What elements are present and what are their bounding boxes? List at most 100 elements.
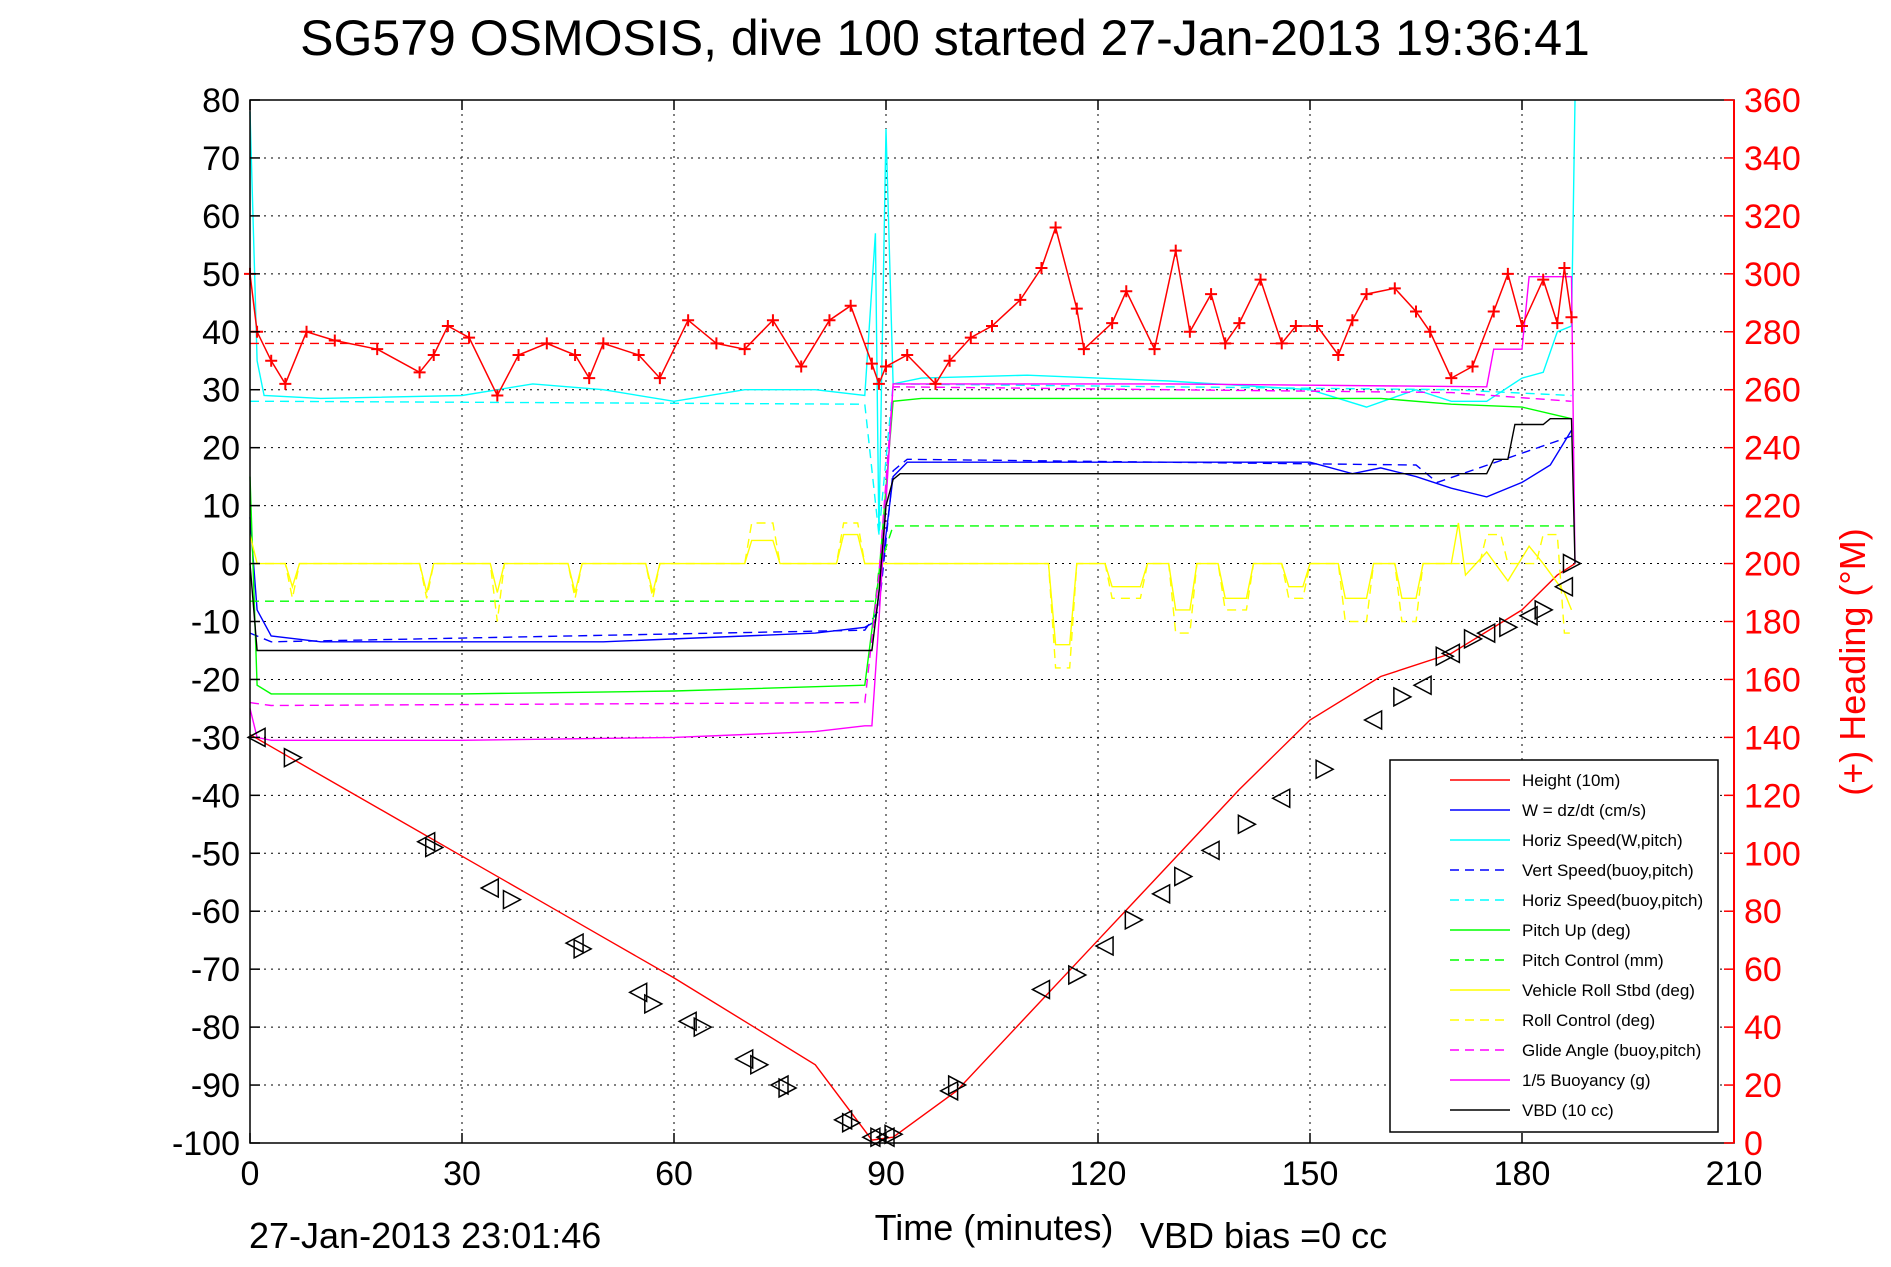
heading-point	[738, 343, 751, 356]
y-tick-label-left: 10	[202, 488, 240, 526]
x-tick-label: 150	[1282, 1155, 1339, 1193]
depth-marker	[947, 1074, 968, 1096]
y-tick-label-right: 0	[1744, 1125, 1763, 1163]
depth-marker	[573, 938, 593, 960]
heading-point	[463, 331, 476, 344]
y-tick-label-right: 200	[1744, 546, 1801, 584]
y-tick-label-right: 180	[1744, 604, 1801, 642]
y-tick-label-right: 60	[1744, 951, 1782, 989]
depth-marker	[479, 877, 500, 899]
y-tick-label-left: -70	[191, 951, 240, 989]
legend-label: Horiz Speed(buoy,pitch)	[1522, 891, 1703, 910]
vert-speed-buoy-pitch-line	[249, 435, 1572, 643]
depth-marker	[1094, 935, 1114, 957]
y-tick-label-left: -20	[191, 661, 240, 699]
y-tick-label-left: 50	[202, 256, 240, 294]
y-tick-label-right: 320	[1744, 198, 1801, 236]
y-tick-label-left: -100	[172, 1125, 240, 1163]
w-dz-dt-cm-s-line	[249, 429, 1573, 643]
depth-marker	[1499, 617, 1519, 638]
heading-point	[682, 314, 695, 327]
roll-control-deg-line	[250, 522, 1572, 669]
legend-label: Roll Control (deg)	[1522, 1011, 1655, 1030]
depth-marker	[734, 1048, 754, 1070]
heading-point	[1169, 244, 1182, 257]
heading-point	[1289, 319, 1302, 332]
y-tick-label-right: 280	[1744, 314, 1801, 352]
y-tick-label-left: 30	[202, 372, 240, 410]
legend: Height (10m) W = dz/dt (cm/s) Horiz Speed(…	[1389, 759, 1719, 1133]
heading-point	[964, 331, 977, 344]
legend-label: Horiz Speed(W,pitch)	[1522, 831, 1683, 850]
heading-point	[823, 314, 836, 327]
y-tick-label-right: 40	[1744, 1009, 1782, 1047]
chart-title: SG579 OSMOSIS, dive 100 started 27-Jan-2…	[300, 10, 1590, 66]
depth-marker	[1534, 599, 1554, 621]
heading-point	[1332, 348, 1345, 361]
x-tick-label: 60	[655, 1155, 693, 1193]
depth-marker	[1518, 605, 1538, 626]
y-tick-label-left: 80	[202, 82, 240, 120]
y-tick-label-left: -90	[191, 1067, 240, 1105]
heading-point	[1120, 285, 1133, 298]
y-tick-label-left: -30	[191, 719, 240, 757]
depth-marker	[1271, 787, 1291, 809]
depth-marker	[1174, 866, 1194, 887]
heading-point	[1558, 262, 1571, 275]
y-tick-label-right: 80	[1744, 893, 1782, 931]
footer-timestamp: 27-Jan-2013 23:01:46	[249, 1215, 601, 1256]
depth-marker	[502, 889, 523, 910]
y-tick-label-right: 20	[1744, 1067, 1782, 1105]
heading-point	[427, 348, 440, 361]
heading-point	[1183, 325, 1196, 338]
x-tick-label: 120	[1070, 1155, 1127, 1193]
heading-point	[1501, 267, 1514, 280]
legend-label: Pitch Up (deg)	[1522, 921, 1631, 940]
heading-point	[371, 343, 384, 356]
heading-point	[1487, 305, 1500, 318]
height-10m-line	[249, 563, 1576, 1141]
depth-marker	[750, 1054, 770, 1076]
x-tick-label: 210	[1706, 1155, 1763, 1193]
heading-point	[1148, 343, 1161, 356]
legend-label: W = dz/dt (cm/s)	[1522, 801, 1646, 820]
heading-point	[1388, 282, 1401, 295]
depth-marker	[628, 982, 648, 1003]
depth-marker	[693, 1016, 713, 1038]
heading-point	[1233, 317, 1246, 330]
depth-marker	[1440, 643, 1461, 664]
ticks: 0 30 60 90 120 150 180 21080706050403020100-10-…	[172, 82, 1801, 1193]
heading-point	[865, 357, 878, 370]
heading-point	[1466, 360, 1479, 373]
heading-point	[1551, 317, 1564, 330]
heading-point	[872, 377, 885, 390]
x-tick-label: 90	[867, 1155, 905, 1193]
heading-point	[986, 319, 998, 332]
x-axis-label: Time (minutes)	[875, 1207, 1114, 1248]
y-tick-label-right: 220	[1744, 488, 1801, 526]
heading-point	[1311, 319, 1324, 332]
heading-point	[265, 354, 278, 367]
heading-point	[1049, 221, 1062, 234]
heading-point	[1565, 311, 1578, 324]
depth-marker	[1362, 709, 1383, 731]
legend-label: Pitch Control (mm)	[1522, 951, 1664, 970]
depth-marker	[1124, 909, 1144, 931]
depth-marker	[841, 1112, 862, 1133]
heading-point	[413, 366, 426, 379]
y-tick-label-right: 300	[1744, 256, 1801, 294]
heading-point	[880, 360, 892, 373]
heading-point	[1035, 262, 1048, 275]
heading-point	[512, 348, 525, 361]
heading-point	[1537, 273, 1550, 286]
heading-point	[328, 334, 341, 347]
heading-point	[1424, 325, 1437, 338]
y-tick-label-right: 100	[1744, 835, 1801, 873]
y-tick-label-left: -80	[191, 1009, 240, 1047]
y-tick-label-left: -50	[191, 835, 240, 873]
depth-marker	[870, 1126, 890, 1148]
plot-content	[244, 99, 1583, 1148]
heading-point	[300, 325, 313, 338]
